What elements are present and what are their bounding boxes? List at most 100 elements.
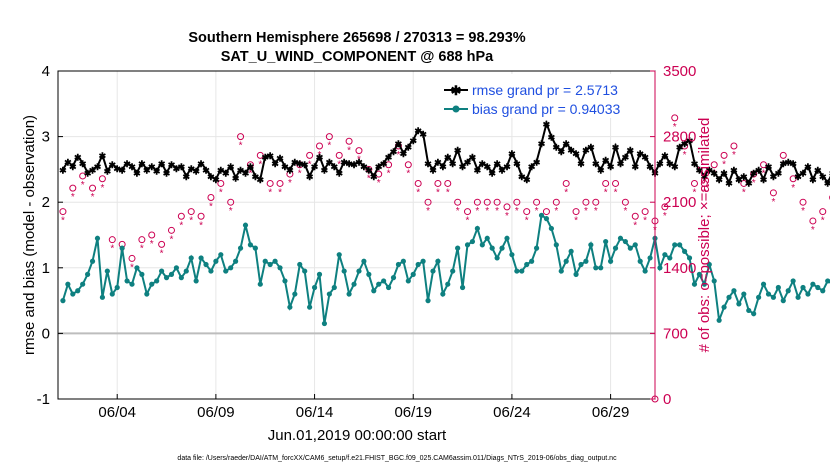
bias-point <box>267 261 273 268</box>
obs-possible-point <box>671 114 679 122</box>
bias-point <box>173 265 180 271</box>
rmse-point: ✱ <box>311 162 319 172</box>
bias-point <box>440 291 446 297</box>
obs-possible-point <box>414 179 422 187</box>
bias-point <box>80 281 86 287</box>
y-tick-label-right: 2800 <box>663 129 696 146</box>
rmse-point: ✱ <box>804 162 812 172</box>
bias-point <box>208 268 214 274</box>
bias-point <box>785 288 791 294</box>
obs-possible-point <box>799 198 807 206</box>
rmse-point: ✱ <box>661 151 669 161</box>
obs-possible-point <box>227 198 235 206</box>
obs-assimilated-point: * <box>594 206 598 217</box>
rmse-point: ✱ <box>178 162 186 172</box>
rmse-point: ✱ <box>84 169 92 179</box>
obs-possible-point <box>750 170 758 178</box>
obs-possible-point <box>819 208 827 216</box>
bias-point <box>682 248 688 254</box>
rmse-point: ✱ <box>187 164 195 174</box>
obs-assimilated-point: * <box>466 216 470 227</box>
rmse-point: ✱ <box>469 152 477 162</box>
bias-point <box>134 265 140 271</box>
bias-point <box>366 271 372 277</box>
obs-assimilated-point: * <box>81 180 85 191</box>
bias-point <box>376 281 382 287</box>
rmse-point: ✱ <box>252 172 260 182</box>
obs-assimilated-point: * <box>505 211 509 222</box>
bias-point <box>149 281 155 287</box>
obs-assimilated-point: * <box>387 169 391 180</box>
bias-point <box>341 268 347 274</box>
rmse-point: ✱ <box>493 159 501 169</box>
rmse-point: ✱ <box>735 175 743 185</box>
rmse-point: ✱ <box>681 139 689 149</box>
rmse-point: ✱ <box>138 159 146 169</box>
bias-point <box>667 255 673 261</box>
rmse-point: ✱ <box>271 159 279 169</box>
bias-point <box>410 271 416 277</box>
rmse-series: ✱✱✱✱✱✱✱✱✱✱✱✱✱✱✱✱✱✱✱✱✱✱✱✱✱✱✱✱✱✱✱✱✱✱✱✱✱✱✱✱… <box>59 119 830 189</box>
bias-point <box>203 261 209 268</box>
bias-point <box>558 268 564 274</box>
bias-point <box>119 245 125 251</box>
rmse-point: ✱ <box>612 142 620 152</box>
bias-point <box>361 258 367 264</box>
bias-point <box>60 298 66 304</box>
rmse-point: ✱ <box>99 151 107 161</box>
obs-assimilated-point: * <box>525 216 529 227</box>
obs-assimilated-point: * <box>61 216 65 227</box>
rmse-point: ✱ <box>799 169 807 179</box>
obs-assimilated-point: * <box>288 178 292 189</box>
rmse-point: ✱ <box>202 165 210 175</box>
bias-point <box>756 294 762 300</box>
bias-point <box>445 281 451 287</box>
bias-point <box>716 317 722 323</box>
chart-title-line1: Southern Hemisphere 265698 / 270313 = 98… <box>188 30 525 46</box>
bias-point <box>563 258 569 264</box>
rmse-point: ✱ <box>809 175 817 185</box>
rmse-point: ✱ <box>498 165 506 175</box>
obs-possible-point <box>483 198 491 206</box>
obs-possible-point <box>533 198 541 206</box>
rmse-point: ✱ <box>242 169 250 179</box>
rmse-point: ✱ <box>276 154 284 164</box>
obs-assimilated-point: * <box>485 206 489 217</box>
obs-assimilated-point: * <box>377 178 381 189</box>
rmse-point: ✱ <box>409 136 417 146</box>
bias-point <box>277 265 283 271</box>
rmse-point: ✱ <box>291 158 299 168</box>
bias-point <box>741 291 747 297</box>
rmse-point: ✱ <box>365 165 373 175</box>
bias-point <box>519 268 525 274</box>
rmse-point: ✱ <box>296 159 304 169</box>
plot-area <box>58 71 655 399</box>
obs-assimilated-point: * <box>337 159 341 170</box>
rmse-point: ✱ <box>143 165 151 175</box>
bias-point <box>159 268 165 274</box>
bias-point <box>316 271 323 277</box>
bias-point <box>573 271 579 277</box>
rmse-point: ✱ <box>113 164 121 174</box>
rmse-point: ✱ <box>400 149 408 159</box>
obs-assimilated-point: * <box>209 202 213 213</box>
obs-assimilated-point: * <box>91 192 95 203</box>
y-tick-label-right: 2100 <box>663 194 696 211</box>
obs-assimilated-point: * <box>367 173 371 184</box>
x-tick-label: 06/14 <box>296 404 334 421</box>
rmse-point: ✱ <box>197 159 205 169</box>
obs-assimilated-point: * <box>327 141 331 152</box>
bias-point <box>351 281 357 287</box>
rmse-point: ✱ <box>350 160 358 170</box>
bias-point <box>459 284 466 291</box>
rmse-point: ✱ <box>355 158 363 168</box>
rmse-point: ✱ <box>454 146 462 156</box>
y-tick-label-right: 3500 <box>663 63 696 80</box>
rmse-point: ✱ <box>247 162 255 172</box>
bias-point <box>302 268 308 274</box>
rmse-point: ✱ <box>720 169 728 179</box>
obs-possible-point <box>434 179 442 187</box>
obs-possible-point <box>769 189 777 197</box>
obs-assimilated-point: * <box>199 220 203 231</box>
rmse-point: ✱ <box>217 165 225 175</box>
